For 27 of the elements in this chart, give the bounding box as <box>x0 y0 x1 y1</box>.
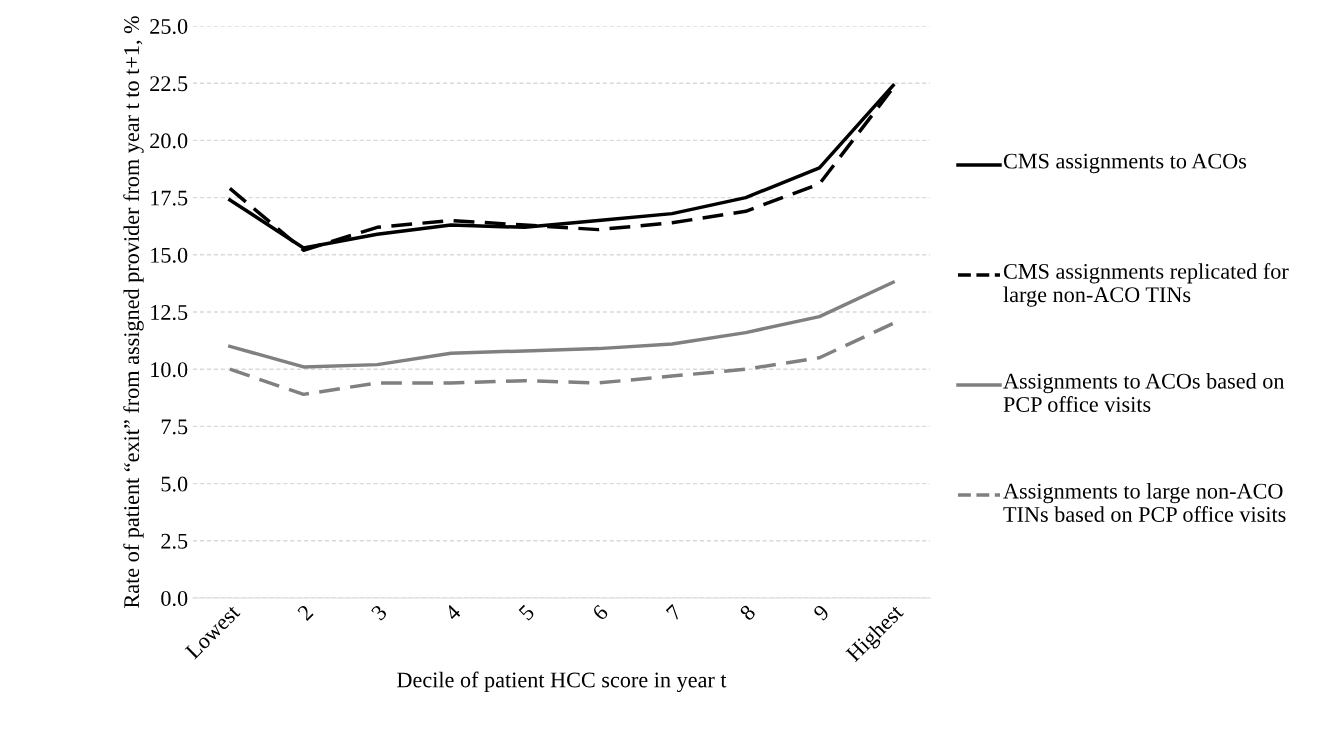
y-axis-title: Rate of patient “exit” from assigned provider from year t to t+1, % <box>123 16 144 608</box>
y-tick-label: 10.0 <box>151 362 188 378</box>
x-tick-label: 5 <box>518 604 536 621</box>
y-tick-label: 22.5 <box>150 76 188 92</box>
x-tick-label: 2 <box>296 604 314 621</box>
line-series <box>228 280 895 369</box>
y-tick-label: 7.5 <box>161 419 188 435</box>
x-tick-label: 9 <box>812 604 830 622</box>
x-tick-label: 6 <box>591 603 609 622</box>
y-tick-label: 20.0 <box>150 133 188 149</box>
y-tick-label: 15.0 <box>151 247 188 263</box>
x-tick-label: 4 <box>443 603 462 622</box>
y-tick-label: 5.0 <box>161 476 188 492</box>
legend-label: Assignments to large non-ACO TINs based on PCP office visits <box>1003 483 1286 522</box>
y-tick-label: 2.5 <box>161 533 188 549</box>
legend-label: CMS assignments replicated for large non-ACO TINs <box>1003 263 1289 307</box>
line-series <box>228 321 895 397</box>
x-tick-label: 3 <box>370 603 388 622</box>
legend-label: CMS assignments to ACOs <box>1003 153 1247 174</box>
x-tick-label: 7 <box>665 603 683 621</box>
legend-label: Assignments to ACOs based on PCP office visits <box>1003 373 1285 412</box>
y-tick-label: 12.5 <box>151 304 188 321</box>
y-tick-label: 17.5 <box>151 190 188 206</box>
y-tick-label: 25.0 <box>150 18 188 35</box>
x-tick-label: 8 <box>738 603 757 622</box>
y-tick-label: 0.0 <box>161 590 188 607</box>
x-axis-title: Decile of patient HCC score in year t <box>397 671 727 693</box>
